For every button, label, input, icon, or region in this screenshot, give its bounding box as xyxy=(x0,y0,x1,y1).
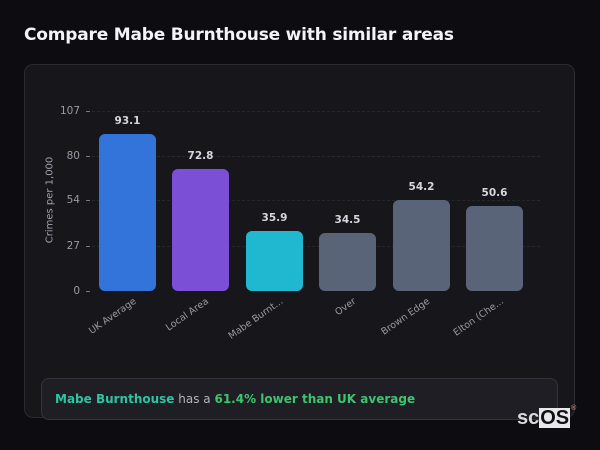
y-tick-label: 80 xyxy=(66,150,80,162)
bar-value-label: 54.2 xyxy=(408,181,435,193)
y-tick-label: 107 xyxy=(59,105,80,117)
x-tick-label: Brown Edge xyxy=(378,296,432,338)
y-tick-label: 54 xyxy=(66,194,80,206)
bar[interactable] xyxy=(393,200,450,291)
logo-os: OS xyxy=(539,407,571,429)
x-tick-label: Elton (Che... xyxy=(451,296,506,339)
logo-sc: sc xyxy=(517,407,540,429)
page-title: Compare Mabe Burnthouse with similar are… xyxy=(24,25,454,45)
y-tick-mark xyxy=(86,156,90,157)
y-tick-mark xyxy=(86,111,90,112)
summary-connector: has a xyxy=(174,392,215,406)
bar-value-label: 34.5 xyxy=(334,214,361,226)
registered-icon: ® xyxy=(571,405,577,412)
bar[interactable] xyxy=(99,134,156,291)
gridline xyxy=(92,200,540,201)
x-tick-label: Mabe Burnt... xyxy=(226,296,285,342)
x-tick-label: UK Average xyxy=(86,296,139,337)
x-tick-label: Over xyxy=(332,296,358,319)
gridline xyxy=(92,111,540,112)
y-tick-label: 0 xyxy=(73,285,80,297)
y-tick-mark xyxy=(86,246,90,247)
summary-stat: 61.4% lower than UK average xyxy=(214,392,416,406)
bar-value-label: 35.9 xyxy=(261,212,288,224)
bar[interactable] xyxy=(466,206,523,291)
gridline xyxy=(92,156,540,157)
bar[interactable] xyxy=(172,169,229,291)
x-tick-label: Local Area xyxy=(163,296,211,334)
y-tick-mark xyxy=(86,291,90,292)
y-tick-mark xyxy=(86,200,90,201)
bar[interactable] xyxy=(246,231,303,291)
bar[interactable] xyxy=(319,233,376,291)
summary-area-name: Mabe Burnthouse xyxy=(55,392,175,406)
summary-box: Mabe Burnthouse has a 61.4% lower than U… xyxy=(41,378,558,420)
y-tick-label: 27 xyxy=(66,240,80,252)
bar-value-label: 50.6 xyxy=(481,187,508,199)
gridline xyxy=(92,246,540,247)
bar-value-label: 72.8 xyxy=(187,150,214,162)
bar-value-label: 93.1 xyxy=(114,115,141,127)
scos-logo: sc OS ® xyxy=(517,405,577,429)
